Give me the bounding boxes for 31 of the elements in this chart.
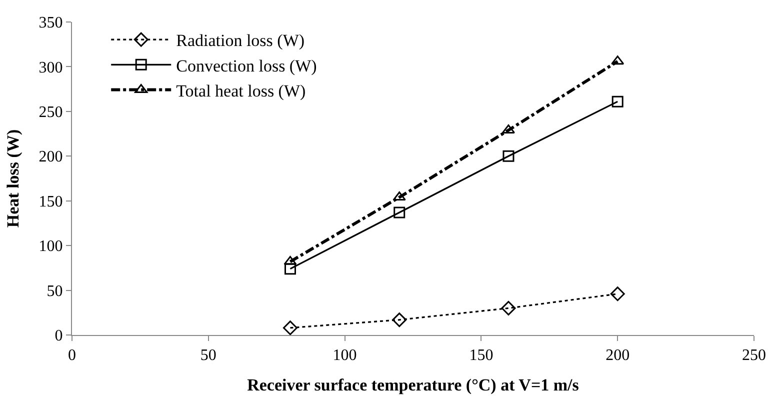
y-tick-label: 300 [38,59,63,76]
y-axis-title: Heat loss (W) [3,129,22,228]
y-tick-label: 200 [38,148,63,166]
legend-label: Total heat loss (W) [176,81,306,100]
point [501,300,516,316]
y-tick-label: 350 [38,14,63,32]
y-tick-label: 50 [46,282,63,300]
point [392,312,407,328]
y-tick-label: 0 [54,328,63,345]
point [612,96,624,108]
legend-label: Convection loss (W) [176,56,317,76]
x-tick-label: 100 [332,347,357,364]
point [502,150,514,162]
point [611,56,624,65]
y-tick-label: 250 [38,104,63,122]
point [610,286,625,302]
x-tick-label: 50 [200,347,216,364]
x-tick-label: 150 [469,347,494,364]
point [502,124,515,134]
point [284,263,296,275]
point [282,320,298,335]
x-tick-label: 0 [68,347,76,364]
y-tick-label: 100 [38,238,63,256]
point [394,206,406,218]
y-tick-label: 150 [38,193,63,210]
legend-label: Radiation loss (W) [176,31,305,50]
x-tick-label: 200 [606,347,630,364]
point [392,192,406,201]
x-axis-title: Receiver surface temperature (°C) at V=1 m/s [247,376,580,395]
point [284,256,297,265]
x-tick-label: 250 [742,347,766,364]
